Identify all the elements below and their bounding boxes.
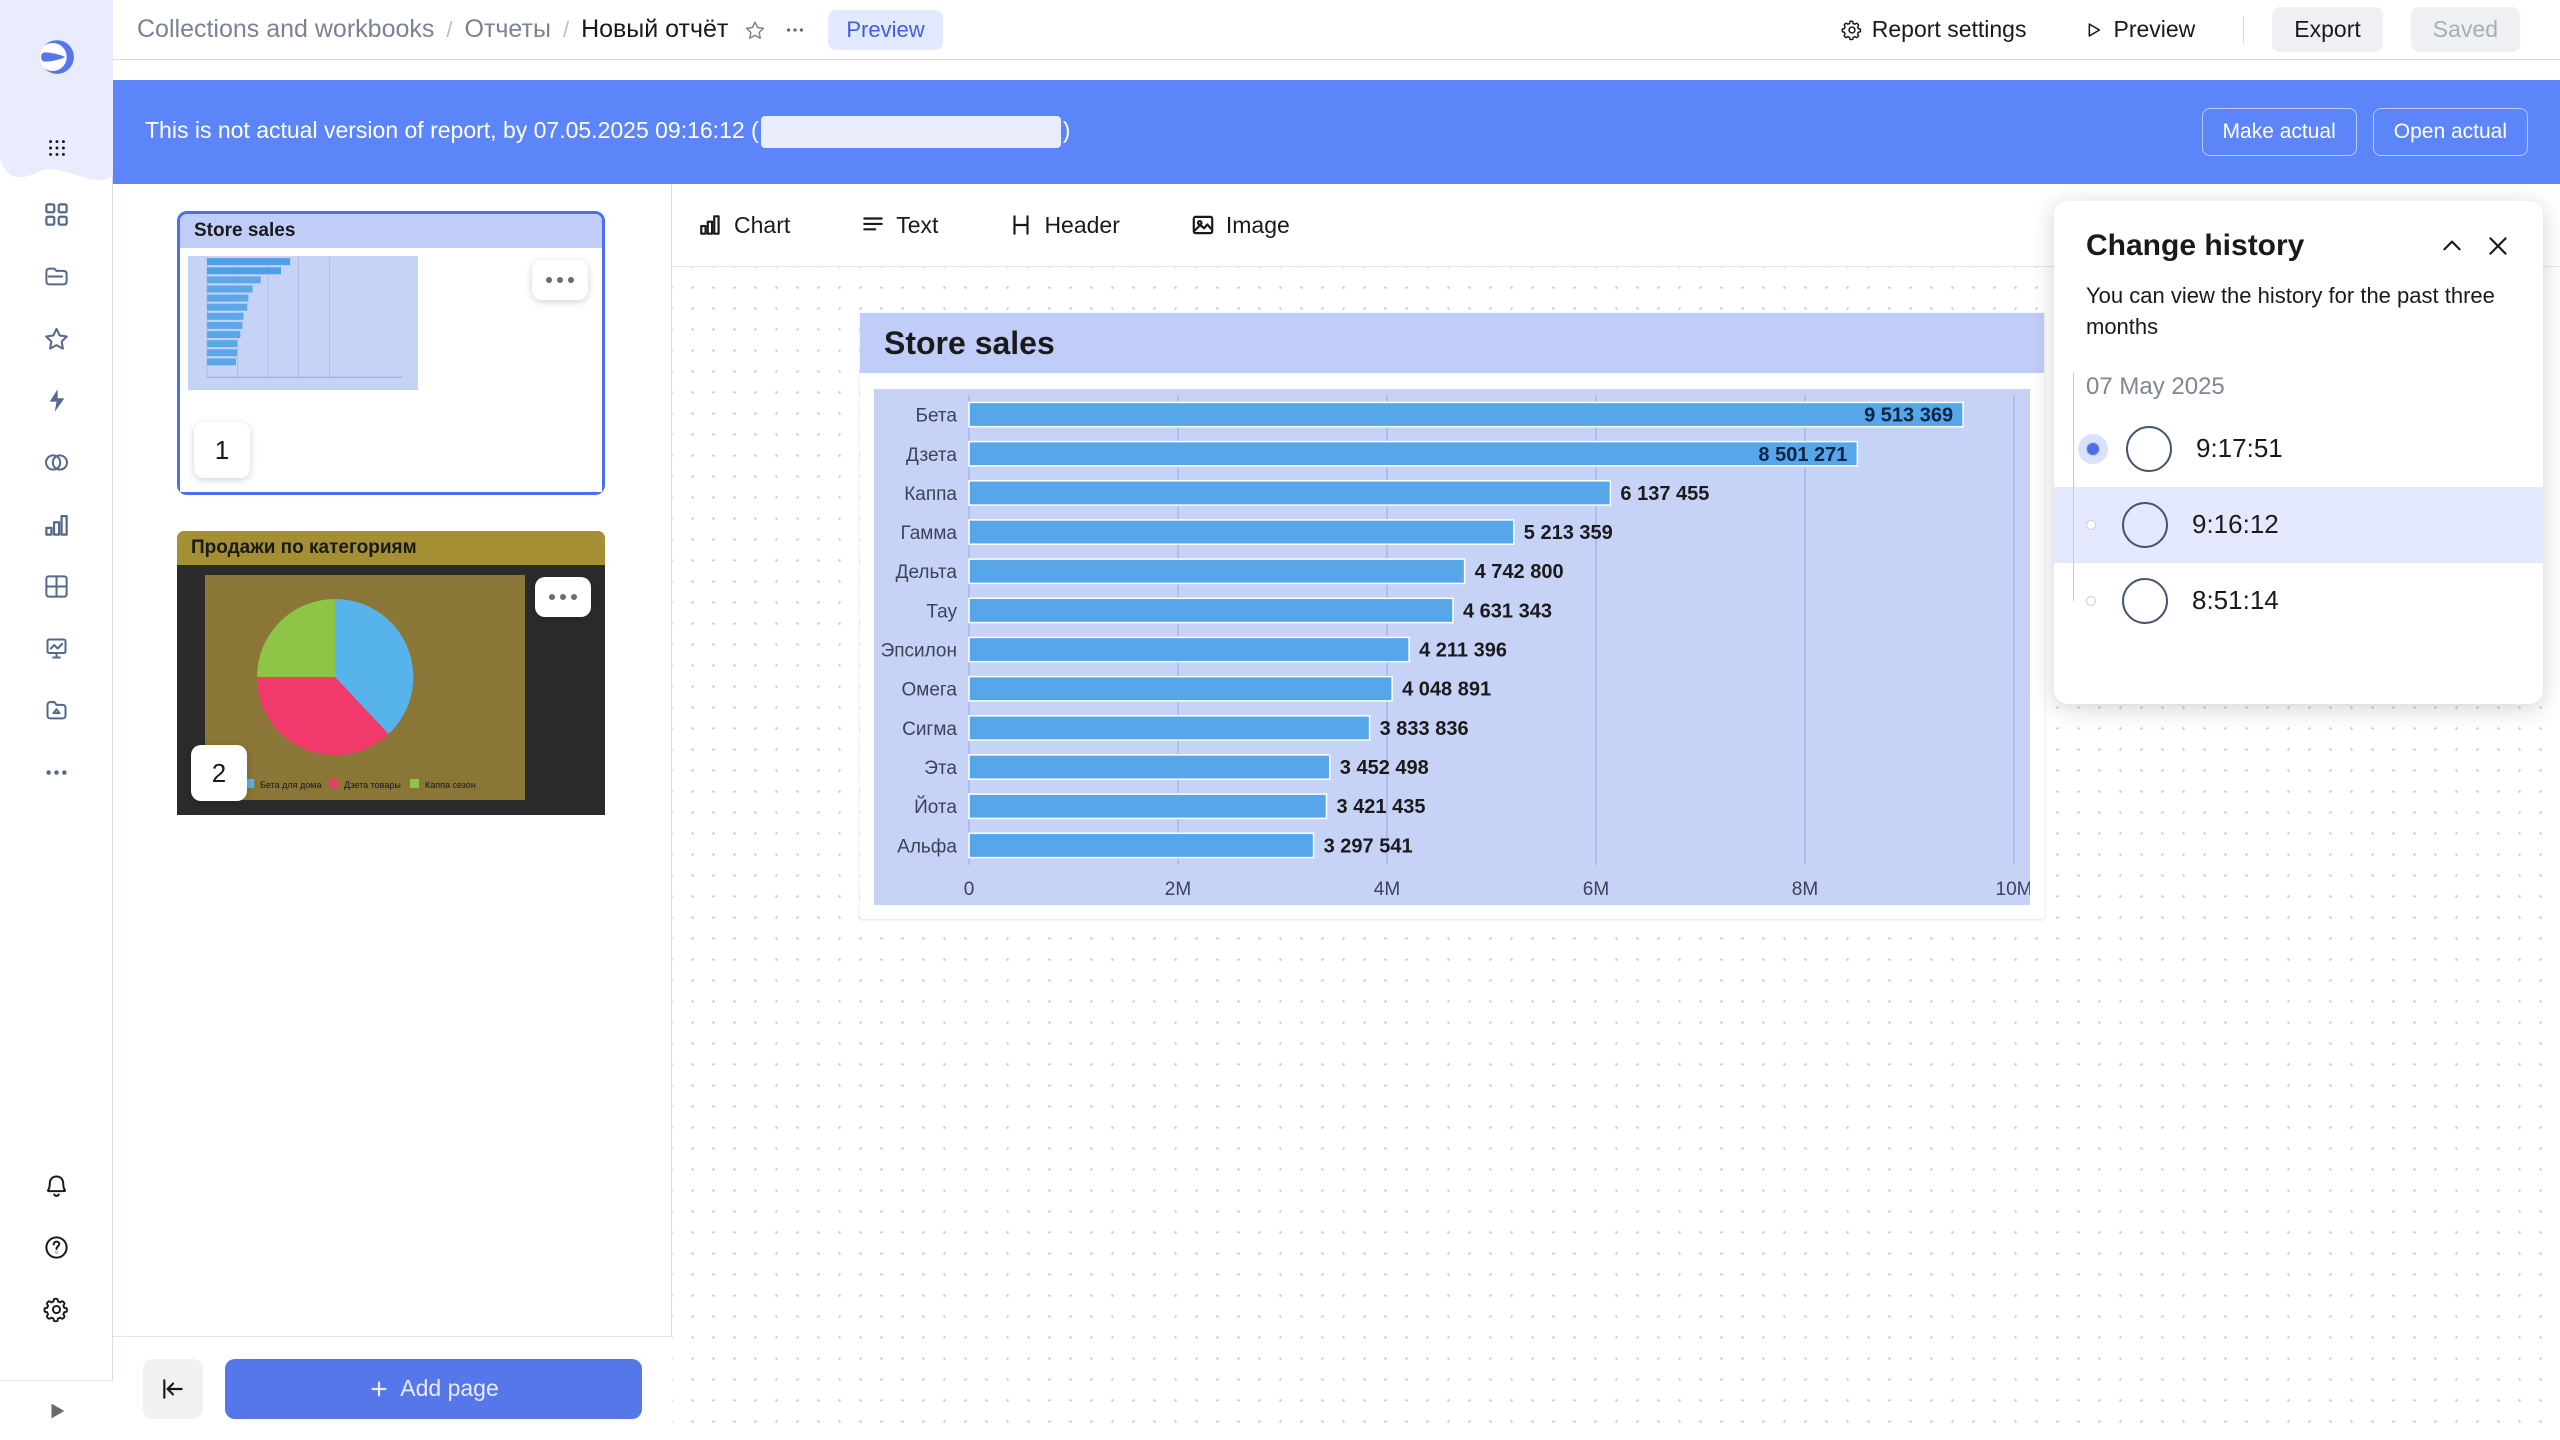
svg-text:8M: 8M [1792, 879, 1818, 900]
svg-text:Гамма: Гамма [901, 523, 958, 544]
svg-text:4 742 800: 4 742 800 [1475, 561, 1564, 583]
svg-text:4M: 4M [1374, 879, 1400, 900]
svg-text:4 211 396: 4 211 396 [1419, 640, 1507, 662]
svg-text:0: 0 [964, 879, 975, 900]
svg-text:6 137 455: 6 137 455 [1620, 483, 1709, 505]
svg-text:Бета для дома: Бета для дома [260, 780, 321, 790]
svg-text:3 421 435: 3 421 435 [1337, 796, 1426, 818]
svg-text:3 452 498: 3 452 498 [1340, 757, 1429, 779]
svg-text:Каппа: Каппа [904, 484, 957, 505]
svg-text:Дзета товары: Дзета товары [344, 780, 401, 790]
svg-text:Эпсилон: Эпсилон [881, 641, 957, 662]
svg-text:Альфа: Альфа [897, 836, 957, 857]
svg-text:Омега: Омега [902, 680, 958, 701]
svg-text:Дзета: Дзета [906, 445, 957, 466]
svg-text:5 213 359: 5 213 359 [1524, 522, 1613, 544]
svg-text:Тау: Тау [926, 601, 957, 622]
svg-text:Дельта: Дельта [896, 562, 958, 583]
svg-text:6M: 6M [1583, 879, 1609, 900]
svg-text:3 297 541: 3 297 541 [1324, 835, 1413, 857]
svg-text:2M: 2M [1165, 879, 1191, 900]
svg-text:Сигма: Сигма [902, 719, 957, 740]
svg-text:Йота: Йота [914, 796, 957, 818]
svg-text:9 513 369: 9 513 369 [1864, 405, 1953, 427]
svg-text:8 501 271: 8 501 271 [1758, 444, 1847, 466]
svg-text:4 048 891: 4 048 891 [1402, 679, 1491, 701]
svg-text:Каппа сезон: Каппа сезон [425, 780, 476, 790]
svg-text:3 833 836: 3 833 836 [1380, 718, 1469, 740]
svg-text:10M: 10M [1996, 879, 2030, 900]
svg-text:Эта: Эта [924, 758, 957, 779]
svg-text:Бета: Бета [916, 406, 958, 427]
svg-text:4 631 343: 4 631 343 [1463, 600, 1552, 622]
